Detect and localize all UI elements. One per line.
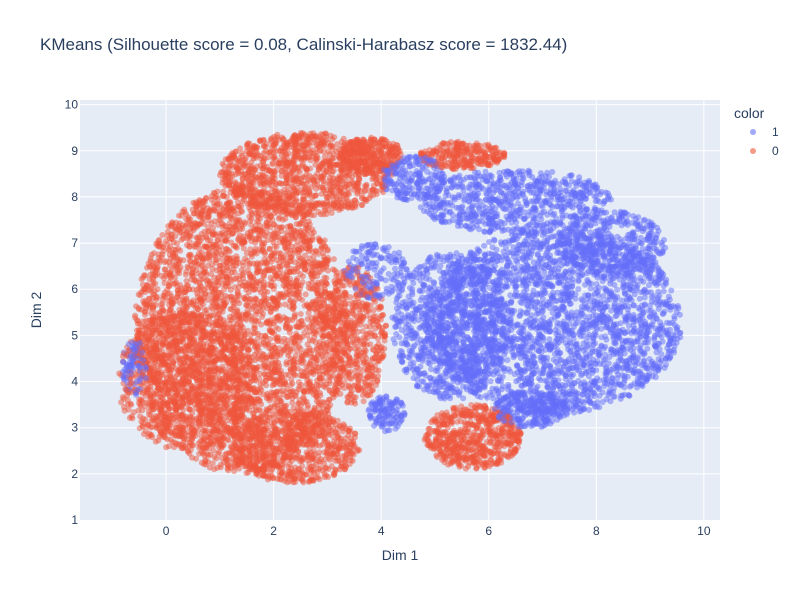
scatter-point [275,326,282,332]
scatter-point [159,232,166,238]
scatter-point [155,437,162,444]
scatter-point [210,447,217,454]
scatter-point [303,363,310,370]
scatter-point [327,402,334,408]
scatter-point [299,273,306,280]
scatter-point [257,381,264,387]
scatter-point [266,246,273,252]
scatter-point [478,426,485,433]
scatter-point [163,444,170,451]
scatter-point [154,286,161,293]
scatter-point [259,313,266,320]
scatter-point [254,355,261,362]
scatter-point [668,287,675,294]
scatter-point [290,405,297,411]
scatter-point [660,288,667,295]
scatter-point [164,436,171,443]
scatter-point [163,238,169,245]
scatter-point [209,265,216,272]
scatter-point [160,248,167,255]
scatter-point [302,291,309,298]
scatter-point [330,256,337,263]
scatter-point [208,270,215,277]
scatter-point [271,243,278,250]
chart-title: KMeans (Silhouette score = 0.08, Calinsk… [40,35,567,54]
scatter-point [161,280,168,286]
scatter-point [257,370,263,377]
scatter-point [647,302,653,309]
scatter-points [116,130,684,486]
